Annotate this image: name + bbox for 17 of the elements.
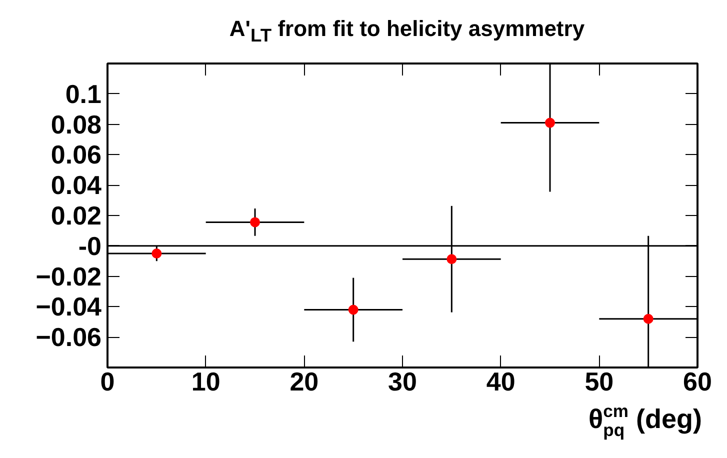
- y-tick-label: -0: [78, 230, 102, 261]
- x-tick-label: 0: [100, 366, 115, 396]
- x-tick-label: 10: [191, 366, 220, 396]
- y-tick-label: −0.02: [36, 261, 102, 292]
- y-tick-label: 0.02: [50, 200, 102, 230]
- y-tick-label: 0.06: [50, 140, 102, 170]
- y-tick-label: 0.08: [50, 109, 102, 140]
- chart-title: A'$_{LT}$ from fit to helicity asymmetry: [229, 15, 585, 48]
- y-tick-label: 0.1: [65, 78, 102, 109]
- y-tick-label: −0.04: [36, 292, 102, 322]
- x-tick-label: 40: [486, 366, 516, 396]
- y-tick-label: 0.04: [50, 170, 102, 200]
- x-tick-label: 30: [388, 366, 417, 396]
- x-tick-label: 20: [290, 366, 319, 396]
- x-tick-label: 50: [584, 366, 614, 396]
- x-tick-label: 60: [683, 366, 712, 396]
- y-tick-label: −0.06: [36, 322, 102, 352]
